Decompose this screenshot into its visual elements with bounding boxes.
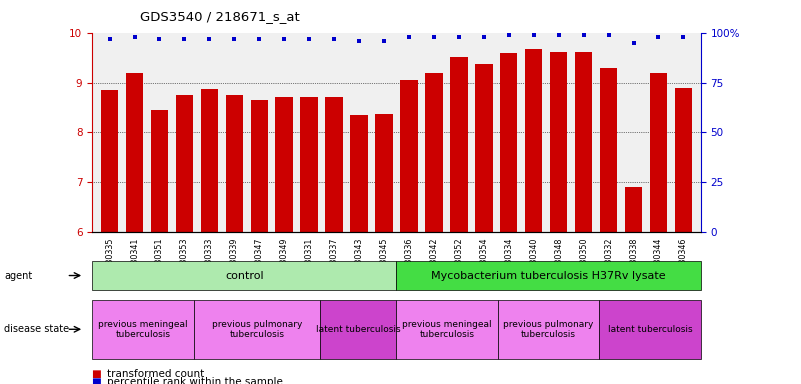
Point <box>178 36 191 42</box>
Text: disease state: disease state <box>4 324 69 334</box>
Bar <box>126 73 143 232</box>
Bar <box>674 88 692 232</box>
Bar <box>251 100 268 232</box>
Bar <box>425 73 443 232</box>
Bar <box>550 51 567 232</box>
Bar <box>625 187 642 232</box>
Point <box>627 40 640 46</box>
Point <box>403 33 416 40</box>
Point <box>377 38 390 44</box>
Text: previous pulmonary
tuberculosis: previous pulmonary tuberculosis <box>504 319 594 339</box>
Point <box>453 33 465 40</box>
Point <box>103 36 116 42</box>
Point <box>153 36 166 42</box>
Point <box>677 33 690 40</box>
Text: Mycobacterium tuberculosis H37Rv lysate: Mycobacterium tuberculosis H37Rv lysate <box>432 270 666 281</box>
Bar <box>500 53 517 232</box>
Bar <box>650 73 667 232</box>
Point <box>203 36 215 42</box>
Text: transformed count: transformed count <box>107 369 203 379</box>
Point <box>253 36 266 42</box>
Bar <box>450 56 468 232</box>
Text: previous meningeal
tuberculosis: previous meningeal tuberculosis <box>98 319 187 339</box>
Point <box>552 31 565 38</box>
Bar <box>575 51 593 232</box>
Bar <box>300 96 318 232</box>
Text: GDS3540 / 218671_s_at: GDS3540 / 218671_s_at <box>140 10 300 23</box>
Point <box>602 31 615 38</box>
Point <box>352 38 365 44</box>
Bar <box>525 49 542 232</box>
Bar <box>325 96 343 232</box>
Point <box>428 33 441 40</box>
Point <box>527 31 540 38</box>
Bar <box>226 95 243 232</box>
Point <box>128 33 141 40</box>
Point <box>502 31 515 38</box>
Point <box>578 31 590 38</box>
Point <box>328 36 340 42</box>
Bar <box>475 64 493 232</box>
Text: previous meningeal
tuberculosis: previous meningeal tuberculosis <box>402 319 492 339</box>
Text: latent tuberculosis: latent tuberculosis <box>316 325 400 334</box>
Text: percentile rank within the sample: percentile rank within the sample <box>107 377 283 384</box>
Text: ■: ■ <box>92 369 105 379</box>
Bar <box>400 80 417 232</box>
Bar <box>175 95 193 232</box>
Point <box>303 36 316 42</box>
Point <box>477 33 490 40</box>
Bar <box>101 90 119 232</box>
Point <box>228 36 241 42</box>
Bar <box>200 89 218 232</box>
Bar <box>350 115 368 232</box>
Text: latent tuberculosis: latent tuberculosis <box>608 325 692 334</box>
Text: control: control <box>225 270 264 281</box>
Bar <box>151 110 168 232</box>
Text: agent: agent <box>4 270 32 281</box>
Text: ■: ■ <box>92 377 105 384</box>
Bar <box>600 68 618 232</box>
Bar <box>276 96 293 232</box>
Text: previous pulmonary
tuberculosis: previous pulmonary tuberculosis <box>211 319 302 339</box>
Bar <box>376 114 392 232</box>
Point <box>652 33 665 40</box>
Point <box>278 36 291 42</box>
